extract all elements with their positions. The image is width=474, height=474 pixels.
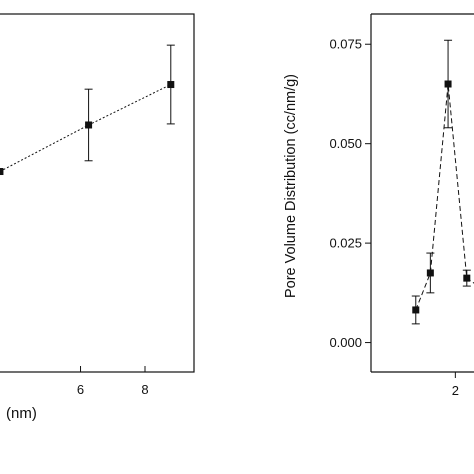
x-tick-label: 8 xyxy=(141,382,148,397)
data-point xyxy=(463,274,471,282)
y-tick-label: 0.050 xyxy=(329,136,362,151)
right-y-axis-label: Pore Volume Distribution (cc/nm/g) xyxy=(283,74,299,298)
y-tick-label: 0.075 xyxy=(329,37,362,52)
left-x-axis-label: (nm) xyxy=(6,405,37,422)
y-tick-label: 0.000 xyxy=(329,335,362,350)
data-point xyxy=(167,81,175,89)
right-series xyxy=(411,39,474,325)
data-point xyxy=(412,306,420,314)
left-series xyxy=(0,44,175,176)
data-point xyxy=(444,80,452,88)
right-x-axis: 2 xyxy=(452,372,459,398)
y-tick-label: 0.025 xyxy=(329,236,362,251)
data-point xyxy=(426,269,434,277)
x-tick-label: 6 xyxy=(77,382,84,397)
left-plot-frame xyxy=(0,13,195,373)
data-point xyxy=(85,121,93,129)
series-line xyxy=(415,83,474,311)
data-point xyxy=(0,168,4,176)
x-tick-label: 2 xyxy=(452,383,459,398)
right-chart-panel: 0.000 0.025 0.050 0.075 2 Pore Volume Distr… xyxy=(283,13,474,398)
right-y-axis: 0.000 0.025 0.050 0.075 xyxy=(329,37,371,350)
